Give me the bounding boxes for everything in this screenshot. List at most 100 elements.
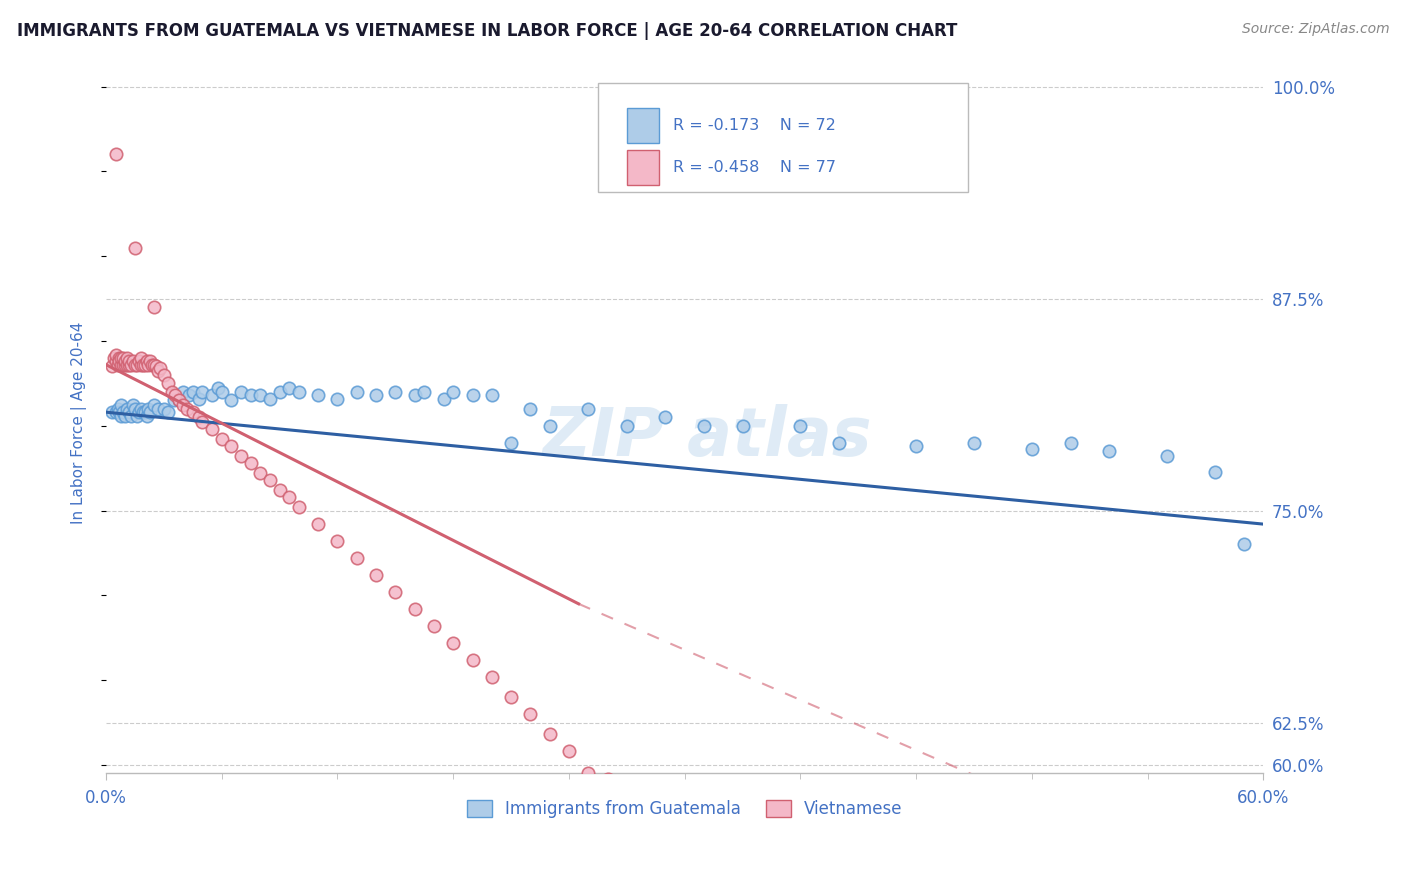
Point: [118, 358, 141, 372]
Point: [124, 358, 146, 372]
Point: [114, 358, 136, 372]
Point: [101, 359, 124, 374]
Point: [441, 384, 464, 399]
Point: [169, 393, 191, 408]
Point: [307, 517, 329, 532]
Point: [143, 398, 166, 412]
Point: [107, 358, 129, 372]
Point: [229, 384, 252, 399]
Point: [101, 405, 124, 419]
Point: [104, 354, 127, 368]
Text: IMMIGRANTS FROM GUATEMALA VS VIETNAMESE IN LABOR FORCE | AGE 20-64 CORRELATION C: IMMIGRANTS FROM GUATEMALA VS VIETNAMESE …: [17, 22, 957, 40]
Point: [384, 384, 406, 399]
Point: [654, 410, 676, 425]
Point: [278, 381, 301, 395]
Point: [501, 690, 523, 705]
Point: [693, 418, 716, 433]
Point: [384, 585, 406, 599]
Point: [481, 670, 503, 684]
Point: [108, 351, 131, 365]
Point: [169, 393, 191, 408]
Point: [828, 435, 851, 450]
Y-axis label: In Labor Force | Age 20-64: In Labor Force | Age 20-64: [72, 322, 87, 524]
Point: [239, 388, 262, 402]
FancyBboxPatch shape: [598, 84, 969, 192]
Point: [423, 619, 446, 633]
Point: [115, 351, 138, 365]
Point: [249, 388, 271, 402]
Point: [162, 393, 184, 408]
Point: [146, 364, 169, 378]
Point: [249, 467, 271, 481]
Point: [1098, 444, 1121, 458]
Point: [576, 401, 599, 416]
Point: [146, 401, 169, 416]
Point: [172, 384, 194, 399]
Point: [501, 435, 523, 450]
Point: [141, 358, 163, 372]
Text: R = -0.173    N = 72: R = -0.173 N = 72: [673, 118, 837, 133]
Point: [125, 358, 148, 372]
Point: [134, 358, 156, 372]
Point: [1204, 465, 1226, 479]
Point: [107, 401, 129, 416]
Point: [207, 381, 229, 395]
Point: [432, 392, 454, 406]
Point: [134, 405, 156, 419]
Point: [1156, 450, 1178, 464]
Point: [229, 450, 252, 464]
Point: [461, 388, 484, 402]
Point: [128, 354, 150, 368]
Point: [288, 384, 311, 399]
Point: [112, 405, 135, 419]
Point: [404, 388, 426, 402]
Point: [125, 409, 148, 423]
Point: [346, 551, 368, 566]
Point: [156, 405, 179, 419]
Point: [122, 354, 145, 368]
Point: [259, 392, 281, 406]
Point: [441, 636, 464, 650]
Point: [789, 418, 811, 433]
Point: [259, 473, 281, 487]
Point: [114, 409, 136, 423]
Point: [143, 358, 166, 372]
Point: [221, 393, 243, 408]
Point: [1233, 537, 1256, 551]
Point: [153, 368, 176, 382]
Point: [596, 772, 619, 786]
Point: [181, 405, 204, 419]
Text: ZIP atlas: ZIP atlas: [543, 404, 873, 470]
Point: [160, 384, 183, 399]
Point: [538, 418, 561, 433]
Point: [122, 398, 145, 412]
Point: [731, 877, 754, 891]
Text: Source: ZipAtlas.com: Source: ZipAtlas.com: [1241, 22, 1389, 37]
Point: [103, 351, 125, 365]
Point: [149, 361, 172, 376]
Point: [404, 602, 426, 616]
Point: [143, 300, 166, 314]
Point: [201, 388, 224, 402]
Point: [963, 435, 986, 450]
Point: [112, 351, 135, 365]
Point: [153, 401, 176, 416]
Point: [138, 401, 160, 416]
Point: [110, 409, 132, 423]
Point: [110, 358, 132, 372]
Point: [181, 384, 204, 399]
Point: [135, 409, 157, 423]
Point: [278, 490, 301, 504]
Point: [413, 384, 436, 399]
Point: [114, 354, 136, 368]
Point: [120, 358, 142, 372]
Point: [165, 388, 187, 402]
Point: [129, 401, 152, 416]
Point: [191, 384, 214, 399]
Point: [115, 358, 138, 372]
Point: [104, 405, 127, 419]
Point: [128, 405, 150, 419]
Point: [139, 354, 162, 368]
Point: [731, 418, 754, 433]
Point: [104, 147, 127, 161]
